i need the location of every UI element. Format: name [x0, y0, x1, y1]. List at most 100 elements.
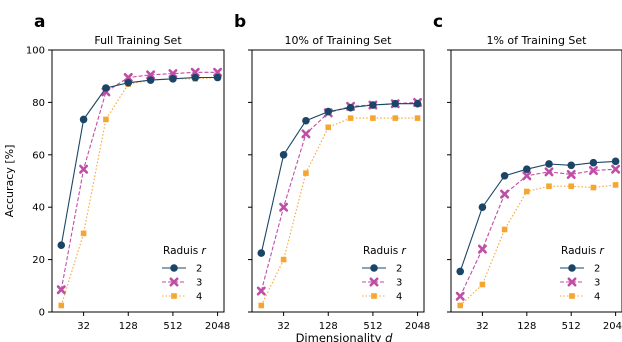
- x-tick-label: 512: [163, 321, 182, 332]
- legend-label: 2: [196, 264, 202, 275]
- data-point: [103, 116, 109, 123]
- data-point: [544, 167, 554, 177]
- legend-label: 3: [396, 278, 402, 289]
- data-point: [478, 203, 487, 211]
- y-tick-label: 80: [32, 98, 45, 109]
- data-point: [279, 151, 288, 159]
- data-point: [369, 101, 377, 109]
- data-point: [523, 165, 531, 174]
- legend-label: 4: [196, 292, 202, 303]
- data-point: [457, 302, 464, 309]
- legend-label: 4: [396, 292, 402, 303]
- legend-label: 4: [594, 292, 600, 303]
- data-point: [456, 267, 465, 276]
- series-4: [457, 182, 619, 309]
- data-point: [191, 73, 200, 82]
- data-point: [80, 230, 87, 237]
- data-point: [567, 277, 577, 287]
- legend-label: 2: [594, 264, 600, 275]
- data-point: [370, 115, 376, 121]
- legend-title: Raduis r: [561, 245, 605, 257]
- data-point: [413, 99, 422, 108]
- data-point: [414, 115, 421, 121]
- series-4: [258, 115, 421, 309]
- data-point: [256, 286, 266, 296]
- y-tick-label: 100: [26, 46, 45, 57]
- data-point: [566, 169, 576, 179]
- legend: Raduis r 2 3 4: [162, 245, 207, 303]
- panel-letter: b: [234, 12, 246, 32]
- data-point: [169, 75, 177, 83]
- data-point: [279, 202, 289, 212]
- legend: Raduis r 2 3 4: [362, 245, 407, 303]
- data-point: [612, 182, 619, 188]
- panel-letter: a: [34, 12, 45, 32]
- panel-title: Full Training Set: [94, 34, 182, 47]
- y-tick-label: 40: [32, 203, 45, 214]
- data-point: [56, 285, 66, 295]
- series-line: [459, 168, 616, 297]
- legend-label: 3: [594, 278, 600, 289]
- data-point: [589, 158, 598, 167]
- data-point: [590, 184, 597, 191]
- data-point: [324, 107, 333, 116]
- data-point: [567, 161, 576, 170]
- data-point: [102, 84, 110, 92]
- x-tick-label: 32: [277, 321, 290, 332]
- legend-label: 2: [396, 264, 402, 275]
- data-point: [369, 277, 379, 287]
- plot-frame: [51, 49, 225, 313]
- data-point: [302, 116, 310, 125]
- y-axis-label: Accuracy [%]: [3, 145, 16, 218]
- data-point: [213, 73, 222, 82]
- data-point: [258, 302, 265, 309]
- x-tick-label: 512: [562, 321, 581, 332]
- x-tick-label: 2048: [405, 321, 430, 332]
- panel-title: 1% of Training Set: [486, 34, 587, 47]
- data-point: [501, 226, 508, 233]
- data-point: [524, 188, 530, 195]
- data-point: [545, 160, 553, 168]
- data-point: [58, 302, 65, 309]
- plot-frame: [450, 49, 622, 313]
- series-line: [459, 184, 616, 306]
- series-line: [260, 101, 418, 292]
- y-tick-label: 60: [32, 150, 45, 161]
- data-point: [569, 293, 575, 299]
- series-line: [60, 76, 218, 306]
- x-tick-label: 128: [319, 321, 338, 332]
- legend: Raduis r 2 3 4: [560, 245, 605, 303]
- data-point: [588, 166, 598, 176]
- data-point: [455, 291, 465, 301]
- series-line: [260, 103, 418, 254]
- data-point: [347, 115, 354, 121]
- data-point: [146, 76, 155, 84]
- legend-title: Raduis r: [163, 245, 207, 257]
- x-tick-label: 32: [476, 321, 489, 332]
- data-point: [124, 78, 133, 87]
- series-2: [257, 99, 422, 257]
- y-tick-label: 0: [39, 308, 45, 319]
- series-2: [456, 157, 620, 276]
- series-line: [60, 71, 218, 290]
- data-point: [568, 264, 576, 272]
- x-axis-label: Dimensionality d: [296, 331, 394, 342]
- x-tick-label: 2048: [205, 321, 230, 332]
- data-point: [611, 164, 621, 174]
- data-point: [522, 171, 532, 181]
- y-tick-label: 20: [32, 255, 45, 266]
- series-line: [60, 76, 218, 246]
- x-tick-label: 512: [363, 321, 382, 332]
- x-tick-label: 128: [517, 321, 536, 332]
- data-point: [79, 164, 89, 174]
- series-3: [455, 164, 621, 301]
- data-point: [280, 256, 287, 263]
- data-point: [500, 189, 510, 199]
- data-point: [371, 293, 377, 299]
- data-point: [346, 103, 355, 112]
- data-point: [301, 129, 311, 139]
